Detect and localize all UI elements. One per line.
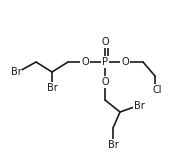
- Text: O: O: [101, 77, 109, 87]
- Text: O: O: [81, 57, 89, 67]
- Text: Cl: Cl: [152, 85, 162, 95]
- Text: O: O: [101, 37, 109, 47]
- Text: O: O: [121, 57, 129, 67]
- Text: Br: Br: [134, 101, 144, 111]
- Text: P: P: [102, 57, 108, 67]
- Text: Br: Br: [108, 140, 118, 150]
- Text: Br: Br: [11, 67, 21, 77]
- Text: Br: Br: [47, 83, 57, 93]
